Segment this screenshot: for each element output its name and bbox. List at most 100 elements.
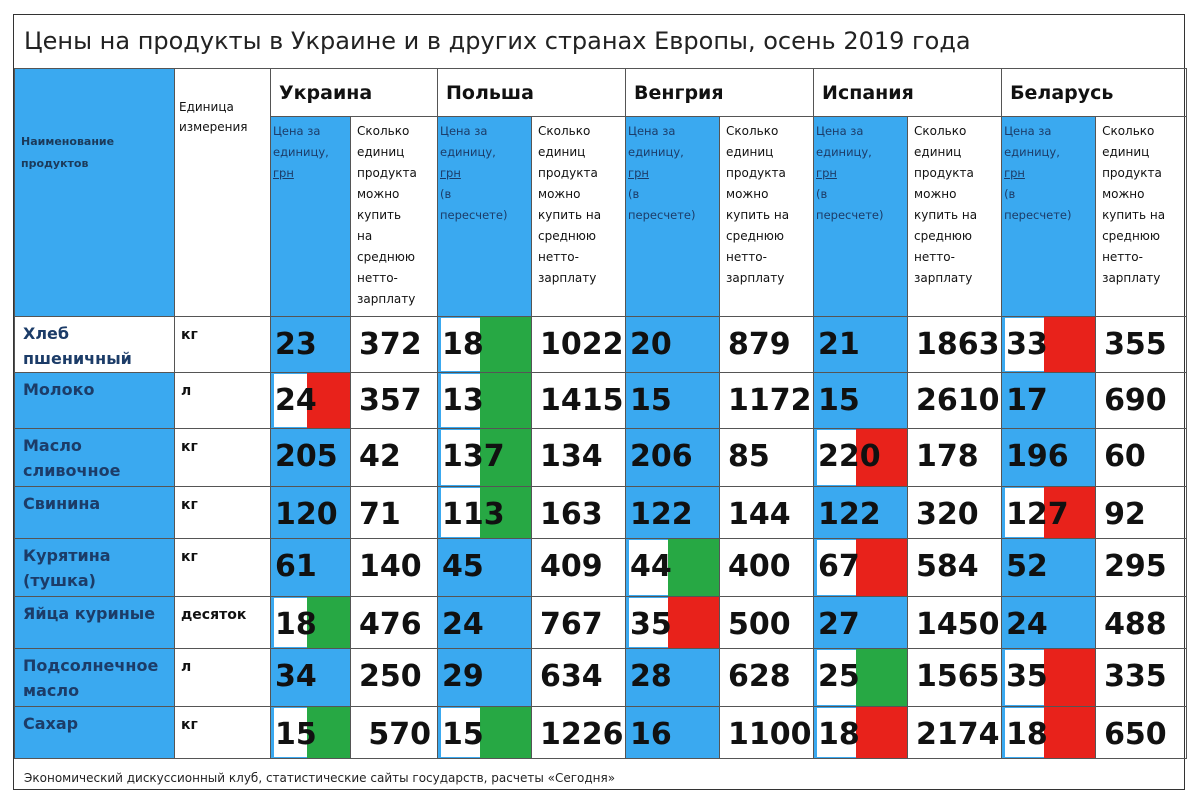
red-marker [1043,487,1095,538]
price-table: Наименование продуктов Единица измерения У… [14,68,1188,759]
price-value: 137 [442,439,505,474]
price-value: 16 [630,717,672,752]
header-line: нетто- [538,250,579,264]
price-subheader: Цена за единицу, грн (в пересчете) [1001,116,1097,317]
price-value: 220 [818,439,881,474]
header-line: грн [440,166,461,180]
count-value: 60 [1104,439,1146,474]
price-cell: 205 [270,428,351,487]
red-marker [855,707,907,758]
header-line: можно [1102,187,1145,201]
price-cell: 67 [813,538,909,597]
header-line: единицу, [816,145,872,159]
price-cell: 18 [813,706,909,759]
count-cell: 767 [531,596,627,649]
price-cell: 120 [270,486,351,539]
country-header: Испания [813,68,1003,117]
count-cell: 584 [907,538,1003,597]
price-value: 33 [1006,327,1048,362]
header-line: продукта [357,166,417,180]
count-cell: 140 [349,538,439,597]
count-cell: 60 [1095,428,1188,487]
count-cell: 2174 [907,706,1003,759]
header-line: купить на [914,208,978,222]
count-subheader: Сколько единиц продукта можно купить на средн… [907,116,1003,317]
count-cell: 42 [349,428,439,487]
red-marker [855,429,907,486]
price-cell: 21 [813,316,909,373]
green-marker [306,597,350,648]
price-cell: 15 [625,372,721,429]
price-table-frame: Цены на продукты в Украине и в других ст… [13,14,1188,790]
product-name: Свинина [14,486,175,539]
country-header-row: Наименование продуктов Единица измерения У… [14,68,1188,317]
count-cell: 1565 [907,648,1003,707]
green-marker [667,539,719,596]
count-cell: 1415 [531,372,627,429]
price-cell: 16 [625,706,721,759]
product-name: Яйца куриные [14,596,175,649]
count-cell: 1022 [531,316,627,373]
header-line: единиц [357,145,405,159]
price-cell: 33 [1001,316,1097,373]
green-marker [855,649,907,706]
price-value: 18 [818,717,860,752]
count-cell: 71 [349,486,439,539]
product-unit: десяток [174,596,271,649]
header-line: Сколько [1102,124,1155,138]
price-value: 24 [442,607,484,642]
price-value: 113 [442,497,505,532]
header-line: (в [1004,187,1016,201]
count-cell: 2610 [907,372,1003,429]
header-line: зарплату [538,271,597,285]
header-line: Сколько [357,124,410,138]
price-cell: 27 [813,596,909,649]
count-value: 1863 [916,327,1000,362]
price-cell: 137 [437,428,533,487]
price-subheader: Цена за единицу, грн (в пересчете) [625,116,721,317]
price-value: 15 [818,383,860,418]
red-marker [667,597,719,648]
count-value: 634 [540,659,603,694]
green-marker [306,707,350,758]
count-cell: 570 [349,706,439,759]
product-name: Подсолнечное масло [14,648,175,707]
header-line: (в [628,187,640,201]
header-line: среднюю [538,229,596,243]
table-row: Сахар кг 15 570 15 1226 16 1100 18 2174 18 650 [14,706,1188,759]
count-cell: 372 [349,316,439,373]
header-line: купить [357,208,402,222]
header-line: продукта [1102,166,1162,180]
count-cell: 690 [1095,372,1188,429]
source-footer: Экономический дискуссионный клуб, статис… [24,771,616,785]
product-unit: кг [174,706,271,759]
price-value: 24 [275,383,317,418]
count-value: 1565 [916,659,1000,694]
header-line: купить на [726,208,790,222]
price-value: 35 [630,607,672,642]
count-value: 163 [540,497,603,532]
red-marker [1043,707,1095,758]
header-line: зарплату [357,292,416,306]
count-value: 400 [728,549,791,584]
product-name-header: Наименование продуктов [14,68,175,317]
count-value: 500 [728,607,791,642]
price-cell: 17 [1001,372,1097,429]
count-value: 372 [359,327,422,362]
price-value: 24 [1006,607,1048,642]
count-value: 650 [1104,717,1167,752]
header-line: можно [357,187,400,201]
count-cell: 650 [1095,706,1188,759]
price-subheader: Цена за единицу, грн (в пересчете) [813,116,909,317]
count-cell: 92 [1095,486,1188,539]
count-subheader: Сколько единиц продукта можно купить на средн… [1095,116,1188,317]
country-header: Беларусь [1001,68,1188,117]
subheader-row: Цена за единицу, грн Сколько единиц продукта м… [15,116,1188,317]
count-subheader: Сколько единиц продукта можно купить на средн… [531,116,627,317]
header-line: продукта [726,166,786,180]
price-value: 122 [818,497,881,532]
price-cell: 44 [625,538,721,597]
table-row: Курятина (тушка) кг 61 140 45 409 44 400 67 584 52… [14,538,1188,597]
price-value: 67 [818,549,860,584]
table-row: Молоко л 24 357 13 1415 15 1172 15 2610 17 690 [14,372,1188,429]
